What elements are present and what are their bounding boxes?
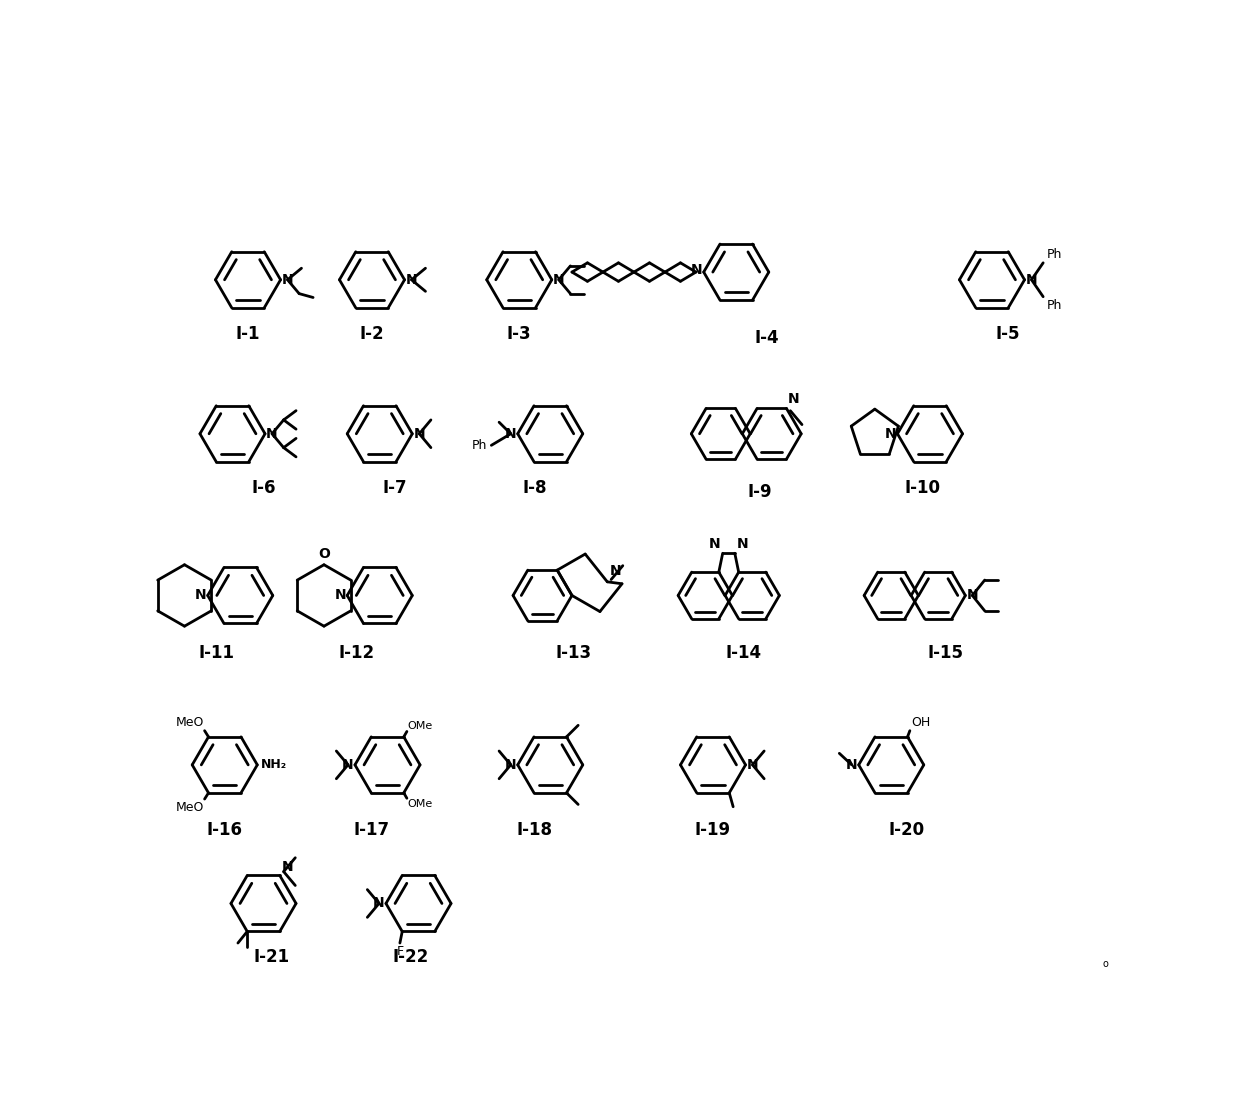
Text: Ph: Ph — [472, 438, 487, 451]
Text: I-11: I-11 — [198, 644, 236, 662]
Text: OH: OH — [911, 716, 931, 729]
Text: I-3: I-3 — [507, 325, 532, 343]
Text: I-1: I-1 — [236, 325, 260, 343]
Text: MeO: MeO — [176, 716, 205, 729]
Text: I-16: I-16 — [207, 821, 243, 839]
Text: I-18: I-18 — [517, 821, 553, 839]
Text: N: N — [342, 757, 353, 772]
Text: N: N — [405, 273, 418, 286]
Text: N: N — [505, 426, 517, 440]
Text: N: N — [267, 426, 278, 440]
Text: I-15: I-15 — [928, 644, 963, 662]
Text: N: N — [373, 896, 384, 910]
Text: N: N — [746, 757, 759, 772]
Text: N: N — [553, 273, 564, 286]
Text: o: o — [1102, 959, 1109, 968]
Text: I-8: I-8 — [522, 479, 547, 496]
Text: I-22: I-22 — [393, 949, 429, 966]
Text: I-14: I-14 — [725, 644, 763, 662]
Text: I-12: I-12 — [339, 644, 374, 662]
Text: N: N — [281, 273, 294, 286]
Text: N: N — [1025, 273, 1038, 286]
Text: Ph: Ph — [1047, 247, 1063, 260]
Text: MeO: MeO — [176, 800, 205, 813]
Text: N: N — [505, 757, 517, 772]
Text: N: N — [691, 262, 702, 277]
Text: I-10: I-10 — [904, 479, 940, 496]
Text: I-20: I-20 — [889, 821, 925, 839]
Text: I-19: I-19 — [694, 821, 732, 839]
Text: F: F — [397, 945, 403, 959]
Text: N: N — [709, 537, 720, 551]
Text: N: N — [737, 537, 749, 551]
Text: NH₂: NH₂ — [260, 759, 286, 772]
Text: OMe: OMe — [408, 799, 433, 809]
Text: N: N — [281, 860, 293, 874]
Text: N: N — [413, 426, 425, 440]
Text: I-7: I-7 — [383, 479, 408, 496]
Text: Ph: Ph — [1047, 299, 1063, 312]
Text: I-4: I-4 — [755, 329, 780, 346]
Text: OMe: OMe — [408, 720, 433, 731]
Text: I-6: I-6 — [252, 479, 275, 496]
Text: N: N — [967, 588, 978, 602]
Text: I-9: I-9 — [748, 482, 771, 501]
Text: I-5: I-5 — [996, 325, 1019, 343]
Text: N: N — [610, 564, 621, 578]
Text: N: N — [884, 426, 897, 440]
Text: I-2: I-2 — [360, 325, 384, 343]
Text: N: N — [335, 588, 346, 602]
Text: N: N — [195, 588, 207, 602]
Text: I-21: I-21 — [253, 949, 289, 966]
Text: I-13: I-13 — [556, 644, 591, 662]
Text: O: O — [317, 546, 330, 561]
Text: I-17: I-17 — [353, 821, 391, 839]
Text: N: N — [846, 757, 858, 772]
Text: N: N — [789, 392, 800, 407]
